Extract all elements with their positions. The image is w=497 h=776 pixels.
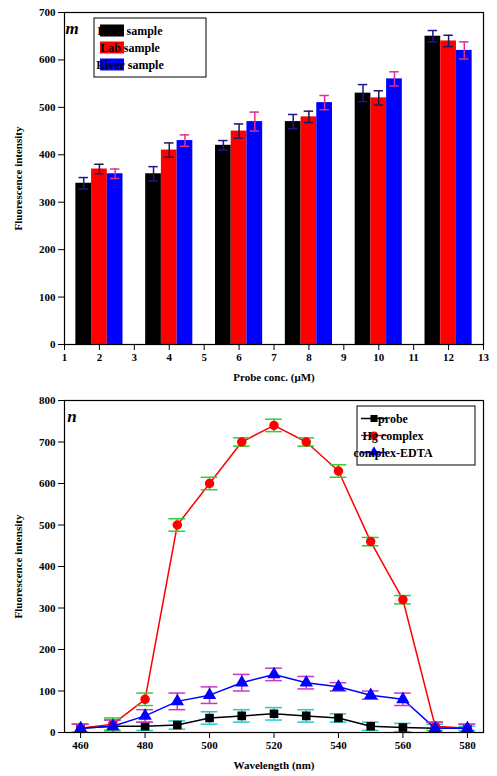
svg-text:400: 400 — [39, 148, 56, 160]
svg-text:9: 9 — [341, 351, 347, 363]
svg-text:Lab sample: Lab sample — [100, 41, 160, 55]
svg-text:m: m — [65, 19, 78, 38]
svg-text:13: 13 — [478, 351, 490, 363]
svg-text:5: 5 — [201, 351, 207, 363]
svg-text:300: 300 — [39, 602, 56, 614]
svg-text:700: 700 — [39, 6, 56, 18]
svg-text:1: 1 — [62, 351, 68, 363]
svg-text:n: n — [67, 407, 76, 426]
svg-text:4: 4 — [167, 351, 173, 363]
svg-text:Probe conc. (μM): Probe conc. (μM) — [233, 371, 315, 384]
svg-text:100: 100 — [39, 685, 56, 697]
svg-text:6: 6 — [236, 351, 242, 363]
svg-text:7: 7 — [271, 351, 277, 363]
svg-text:560: 560 — [395, 739, 412, 751]
svg-text:800: 800 — [39, 394, 56, 406]
svg-text:480: 480 — [137, 739, 154, 751]
svg-text:500: 500 — [39, 519, 56, 531]
svg-text:200: 200 — [39, 243, 56, 255]
svg-text:100: 100 — [39, 291, 56, 303]
svg-text:0: 0 — [50, 726, 56, 738]
svg-text:3: 3 — [132, 351, 138, 363]
svg-text:700: 700 — [39, 436, 56, 448]
svg-text:500: 500 — [201, 739, 218, 751]
svg-text:520: 520 — [266, 739, 283, 751]
svg-text:600: 600 — [39, 477, 56, 489]
svg-text:complex-EDTA: complex-EDTA — [353, 446, 432, 460]
svg-text:Lake sample: Lake sample — [97, 24, 163, 38]
svg-text:Wavelength (nm): Wavelength (nm) — [234, 759, 315, 772]
svg-text:probe: probe — [378, 412, 408, 426]
svg-text:10: 10 — [373, 351, 385, 363]
svg-text:600: 600 — [39, 53, 56, 65]
svg-text:300: 300 — [39, 196, 56, 208]
svg-text:460: 460 — [72, 739, 89, 751]
svg-text:400: 400 — [39, 560, 56, 572]
svg-text:Fluorescence intensity: Fluorescence intensity — [12, 514, 24, 618]
svg-text:500: 500 — [39, 101, 56, 113]
svg-text:200: 200 — [39, 643, 56, 655]
svg-text:11: 11 — [408, 351, 418, 363]
svg-text:12: 12 — [443, 351, 455, 363]
svg-text:0: 0 — [50, 338, 56, 350]
svg-text:Fluorescence intensity: Fluorescence intensity — [12, 126, 24, 230]
svg-text:2: 2 — [97, 351, 103, 363]
svg-text:540: 540 — [330, 739, 347, 751]
svg-text:River sample: River sample — [96, 58, 164, 72]
svg-text:580: 580 — [459, 739, 476, 751]
svg-text:8: 8 — [306, 351, 312, 363]
svg-text:Hg complex: Hg complex — [363, 429, 424, 443]
